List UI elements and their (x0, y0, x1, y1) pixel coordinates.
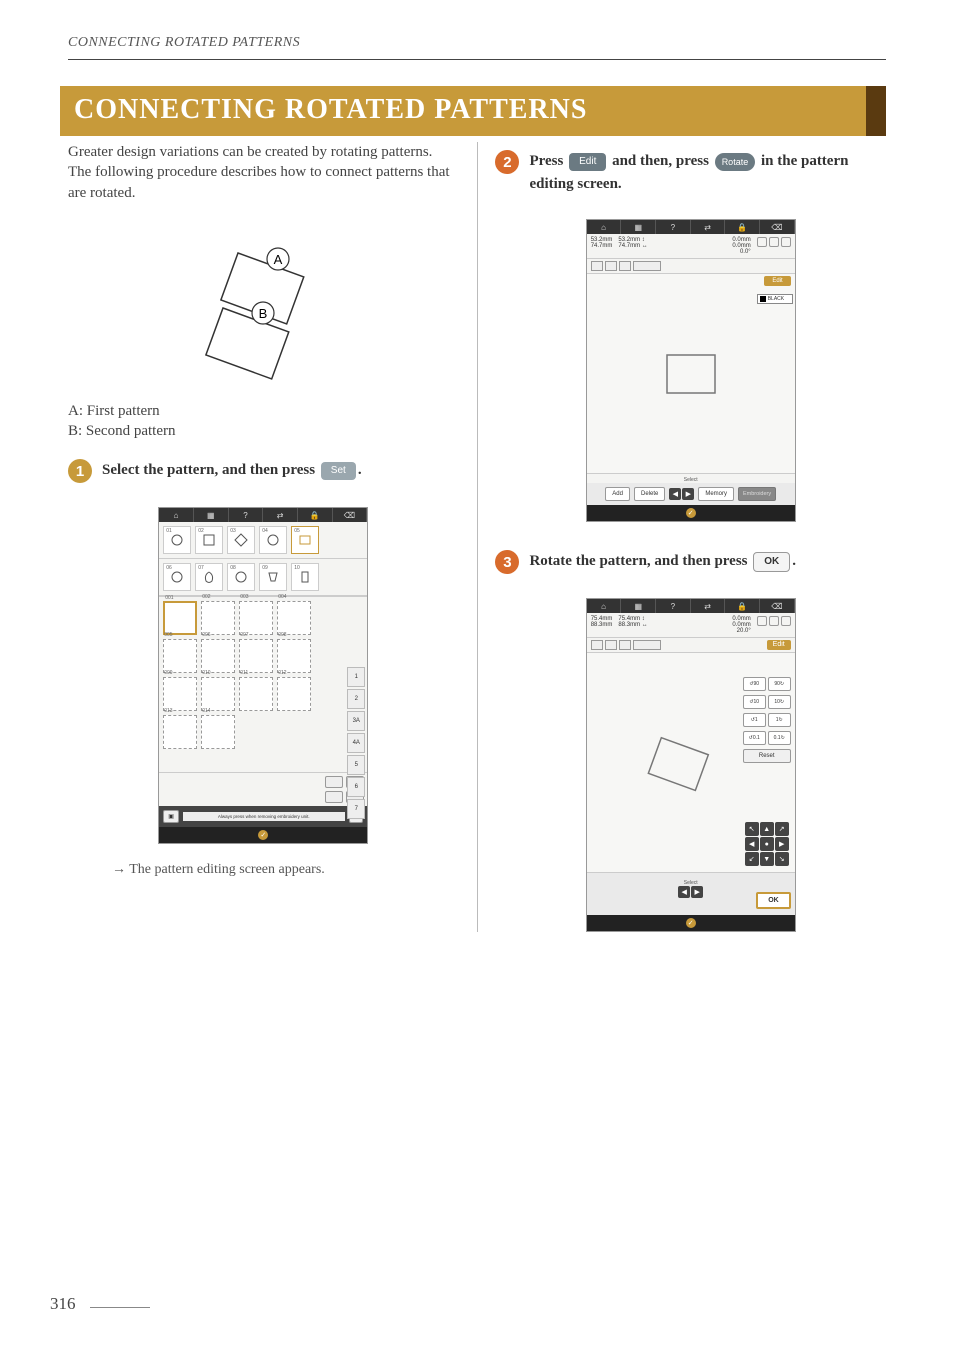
running-title: CONNECTING ROTATED PATTERNS (68, 35, 886, 57)
rot-cw-10[interactable]: 10↻ (768, 695, 791, 709)
ok-button[interactable]: OK (753, 552, 790, 572)
step-1-marker: 1 (68, 459, 92, 483)
footnote-text: Always press when removing embroidery un… (183, 812, 345, 821)
rot-cw-90[interactable]: 90↻ (768, 677, 791, 691)
add-button[interactable]: Add (605, 487, 630, 501)
legend-b: B: Second pattern (68, 421, 459, 441)
step-1-text: Select the pattern, and then press Set. (102, 459, 362, 482)
page-number: 316 (50, 1294, 76, 1314)
step-3-text: Rotate the pattern, and then press OK. (529, 550, 796, 573)
unit-icon[interactable]: ▣ (163, 810, 179, 823)
grid-icon[interactable]: ▦ (194, 508, 229, 522)
set-button[interactable]: Set (321, 462, 356, 480)
reset-button[interactable]: Reset (743, 749, 791, 763)
embroidery-button[interactable]: Embroidery (738, 487, 776, 501)
step-2-marker: 2 (495, 150, 519, 174)
pattern-select-screen: ⌂ ▦ ? ⇄ 🔒 ⌫ 01 02 03 04 05 06 07 (158, 507, 368, 844)
rot-cw-01[interactable]: 0.1↻ (768, 731, 791, 745)
rot-ccw-10[interactable]: ↺10 (743, 695, 766, 709)
rotate-screen: ⌂▦?⇄🔒⌫ 75.4mm 88.3mm 75.4mm ↕ 88.3mm ↔ 0… (586, 598, 796, 932)
confirm-dot[interactable]: ✓ (258, 830, 268, 840)
pattern-diagram: A B (68, 223, 459, 383)
rot-ccw-1[interactable]: ↺1 (743, 713, 766, 727)
memory-button[interactable]: Memory (698, 487, 734, 501)
ok-confirm-button[interactable]: OK (756, 892, 791, 909)
page-number-rule (90, 1307, 150, 1308)
svg-text:B: B (259, 306, 268, 321)
svg-text:A: A (274, 252, 283, 267)
result-note: → The pattern editing screen appears. (112, 862, 459, 878)
step-3-marker: 3 (495, 550, 519, 574)
needle-icon[interactable]: ⌫ (333, 508, 368, 522)
edit-button[interactable]: Edit (569, 153, 606, 171)
section-title: CONNECTING ROTATED PATTERNS (74, 94, 852, 126)
rotate-button[interactable]: Rotate (715, 153, 756, 171)
legend-a: A: First pattern (68, 401, 459, 421)
left-column: Greater design variations can be created… (68, 142, 459, 932)
help-icon[interactable]: ? (229, 508, 264, 522)
edit-panel-button[interactable]: Edit (764, 276, 790, 286)
delete-button[interactable]: Delete (634, 487, 665, 501)
rot-cw-1[interactable]: 1↻ (768, 713, 791, 727)
sensor-icon[interactable]: ⇄ (263, 508, 298, 522)
section-title-banner: CONNECTING ROTATED PATTERNS (60, 86, 886, 136)
rot-ccw-01[interactable]: ↺0.1 (743, 731, 766, 745)
step-2-text: Press Edit and then, press Rotate in the… (529, 150, 886, 195)
home-icon[interactable]: ⌂ (159, 508, 194, 522)
edit-screen: ⌂▦?⇄🔒⌫ 53.2mm 74.7mm 53.2mm ↕ 74.7mm ↔ 0… (586, 219, 796, 522)
rot-ccw-90[interactable]: ↺90 (743, 677, 766, 691)
move-dpad[interactable]: ↖▲↗ ◀●▶ ↙▼↘ (745, 822, 789, 866)
right-column: 2 Press Edit and then, press Rotate in t… (495, 142, 886, 932)
lock-icon[interactable]: 🔒 (298, 508, 333, 522)
header-divider (68, 59, 886, 60)
column-divider (477, 142, 478, 932)
intro-text: Greater design variations can be created… (68, 142, 459, 203)
